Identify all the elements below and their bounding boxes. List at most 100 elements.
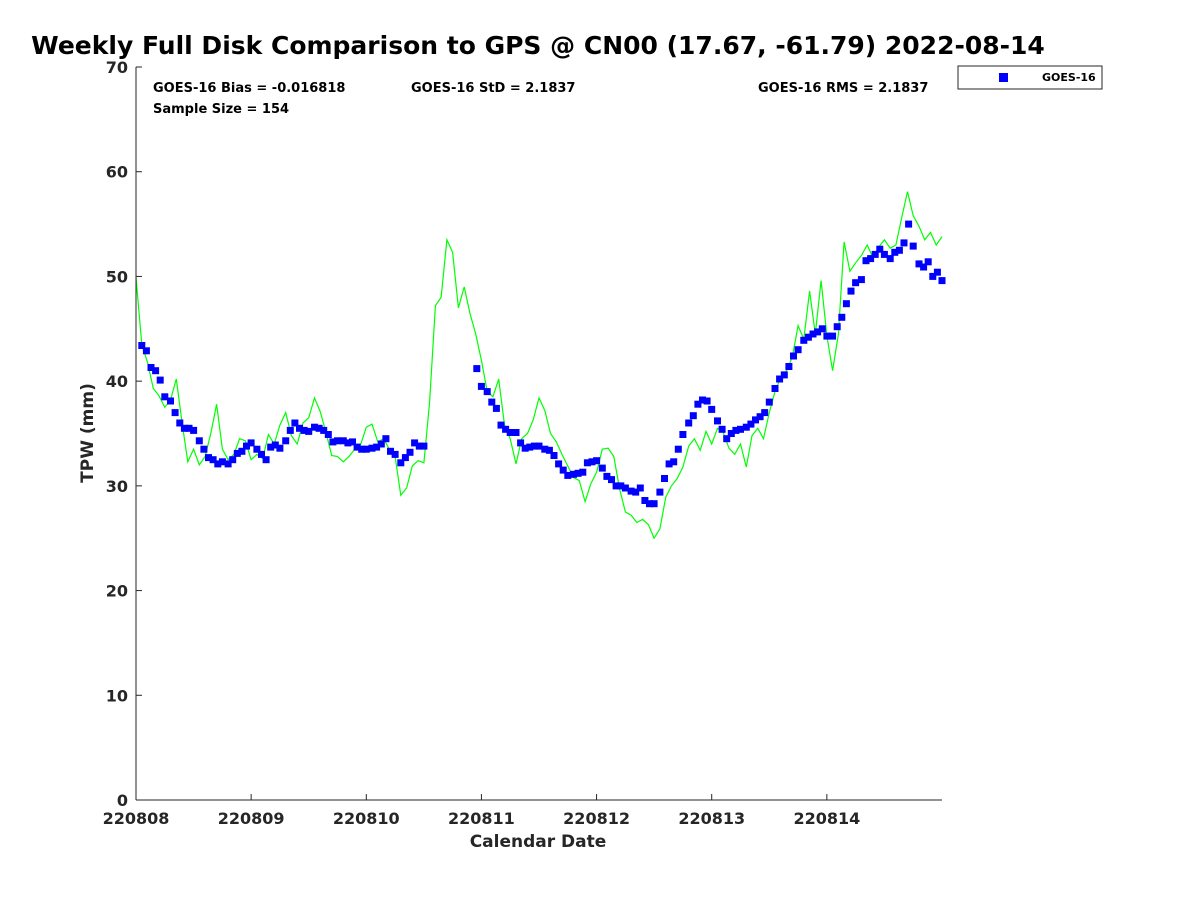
y-tick-label: 20 bbox=[106, 582, 128, 601]
goes16-point bbox=[233, 449, 241, 457]
goes16-point bbox=[267, 443, 275, 451]
goes16-point bbox=[320, 426, 328, 434]
goes16-point bbox=[608, 476, 615, 484]
goes16-point bbox=[689, 412, 697, 420]
gps-series-line bbox=[135, 191, 943, 540]
x-axis-label: Calendar Date bbox=[470, 832, 607, 852]
goes16-point bbox=[583, 459, 591, 467]
goes16-point bbox=[488, 398, 496, 406]
goes16-point bbox=[152, 367, 160, 375]
y-tick-label: 60 bbox=[106, 163, 128, 182]
goes16-point bbox=[900, 239, 908, 247]
goes16-point bbox=[641, 497, 649, 504]
goes16-point bbox=[617, 482, 625, 490]
y-tick-label: 70 bbox=[106, 58, 128, 77]
goes16-point bbox=[650, 500, 658, 508]
goes16-point bbox=[714, 417, 721, 425]
goes16-point bbox=[880, 250, 888, 258]
goes16-point bbox=[818, 325, 826, 333]
goes16-point bbox=[761, 409, 769, 417]
goes16-point bbox=[765, 398, 773, 406]
plot-area: 0 10 20 30 40 50 60 70 220808 220809 220810 220811… bbox=[103, 58, 946, 828]
goes16-point bbox=[329, 438, 337, 446]
goes16-point bbox=[214, 460, 222, 468]
goes16-point bbox=[541, 445, 549, 453]
goes16-point bbox=[334, 437, 341, 445]
goes16-point bbox=[373, 443, 381, 451]
goes16-point bbox=[867, 255, 875, 263]
goes16-series bbox=[138, 220, 946, 508]
goes16-point bbox=[258, 450, 265, 458]
goes16-point bbox=[243, 442, 250, 450]
y-axis-ticks: 0 10 20 30 40 50 60 70 bbox=[106, 58, 142, 810]
goes16-point bbox=[670, 458, 678, 466]
stat-bias: GOES-16 Bias = -0.016818 bbox=[153, 81, 345, 96]
goes16-point bbox=[727, 430, 735, 437]
goes16-point bbox=[857, 276, 865, 284]
goes16-point bbox=[694, 400, 702, 408]
goes16-point bbox=[886, 255, 894, 263]
goes16-point bbox=[387, 447, 394, 455]
goes16-point bbox=[559, 466, 567, 474]
goes16-point bbox=[477, 382, 485, 390]
goes16-point bbox=[506, 429, 514, 436]
goes16-point bbox=[349, 438, 356, 446]
goes16-point bbox=[938, 277, 946, 285]
goes16-point bbox=[862, 257, 870, 265]
goes16-point bbox=[497, 421, 505, 429]
goes16-point bbox=[876, 245, 884, 253]
goes16-point bbox=[473, 365, 481, 373]
chart-title: Weekly Full Disk Comparison to GPS @ CN0… bbox=[31, 31, 1045, 60]
goes16-point bbox=[891, 248, 899, 256]
y-tick-label: 0 bbox=[117, 791, 128, 810]
y-axis-label: TPW (mm) bbox=[78, 383, 98, 483]
goes16-point bbox=[593, 457, 601, 465]
goes16-point bbox=[665, 460, 673, 468]
goes16-point bbox=[324, 431, 332, 438]
goes16-point bbox=[776, 375, 784, 383]
goes16-point bbox=[195, 437, 203, 445]
y-tick-label: 50 bbox=[106, 267, 128, 286]
goes16-point bbox=[344, 439, 352, 447]
legend-box bbox=[957, 65, 1103, 90]
goes16-point bbox=[742, 423, 750, 431]
goes16-point bbox=[368, 444, 376, 452]
goes16-point bbox=[401, 454, 409, 462]
goes16-point bbox=[627, 487, 635, 495]
goes16-point bbox=[161, 393, 169, 401]
goes16-point bbox=[756, 413, 764, 421]
goes16-point bbox=[545, 446, 553, 454]
x-tick-label: 220810 bbox=[333, 809, 400, 828]
goes16-point bbox=[305, 427, 313, 435]
goes16-point bbox=[780, 371, 788, 379]
goes16-point bbox=[829, 332, 837, 340]
goes16-point bbox=[838, 313, 846, 321]
goes16-point bbox=[138, 342, 146, 349]
goes16-point bbox=[391, 450, 399, 458]
goes16-point bbox=[167, 397, 174, 405]
goes16-point bbox=[411, 439, 419, 447]
goes16-point bbox=[685, 419, 693, 427]
goes16-point bbox=[794, 346, 802, 354]
goes16-point bbox=[621, 484, 629, 492]
goes16-point bbox=[833, 323, 841, 331]
goes16-point bbox=[247, 439, 255, 447]
goes16-point bbox=[238, 447, 246, 455]
goes16-point bbox=[785, 363, 793, 370]
x-tick-label: 220809 bbox=[218, 809, 285, 828]
goes16-point bbox=[185, 424, 193, 432]
goes16-point bbox=[895, 246, 903, 254]
goes16-point bbox=[483, 388, 491, 396]
goes16-point bbox=[929, 272, 937, 280]
goes16-point bbox=[871, 250, 879, 258]
goes16-point bbox=[804, 333, 812, 341]
goes16-point bbox=[847, 287, 855, 295]
goes16-point bbox=[924, 258, 932, 266]
goes16-point bbox=[296, 424, 303, 432]
series-layer bbox=[135, 191, 946, 540]
goes16-point bbox=[229, 456, 237, 464]
goes16-point bbox=[564, 471, 572, 479]
goes16-point bbox=[180, 424, 188, 432]
goes16-point bbox=[905, 220, 913, 228]
